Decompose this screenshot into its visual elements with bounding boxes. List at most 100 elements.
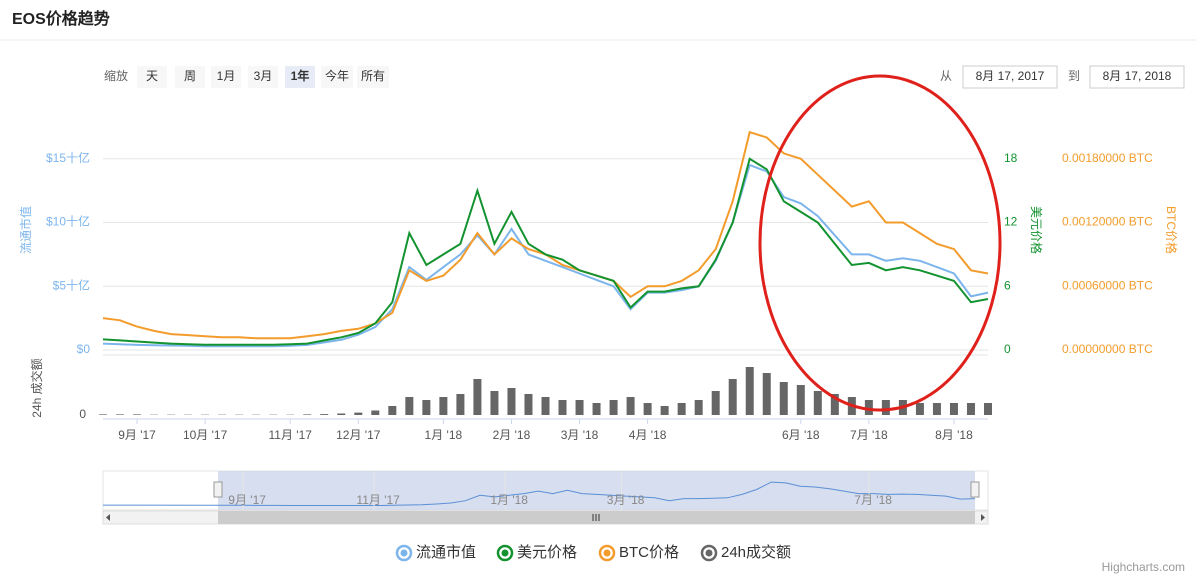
x-tick-label: 8月 '18 — [935, 428, 973, 442]
y-axis-title: 流通市值 — [18, 206, 33, 254]
volume-bar — [626, 397, 635, 415]
y-tick-label: $10十亿 — [46, 214, 90, 229]
volume-bar — [745, 367, 754, 415]
volume-bar — [643, 403, 652, 415]
volume-bar — [575, 400, 584, 415]
from-label: 从 — [940, 69, 952, 83]
legend-dot[interactable] — [400, 549, 408, 557]
y2-tick-label: 18 — [1004, 151, 1018, 165]
x-tick-label: 4月 '18 — [629, 428, 667, 442]
x-tick-label: 12月 '17 — [336, 428, 381, 442]
range-button[interactable] — [357, 66, 389, 88]
volume-bar — [864, 400, 873, 415]
scrollbar-arrow[interactable] — [106, 514, 110, 521]
navigator-label: 11月 '17 — [356, 493, 400, 507]
range-button[interactable] — [175, 66, 205, 88]
range-button[interactable] — [285, 66, 315, 88]
navigator-line — [102, 481, 976, 506]
volume-bar — [694, 400, 703, 415]
volume-bar — [609, 400, 618, 415]
date-input[interactable] — [962, 65, 1058, 89]
navigator-handle[interactable] — [970, 481, 980, 498]
range-button-label[interactable]: 1年 — [291, 68, 310, 83]
range-label: 缩放 — [104, 68, 128, 83]
legend-dot[interactable] — [603, 549, 611, 557]
date-input[interactable] — [1089, 65, 1185, 89]
navigator-mask[interactable] — [218, 471, 975, 510]
range-button[interactable] — [211, 66, 241, 88]
volume-bar — [915, 403, 924, 415]
volume-bar — [405, 397, 414, 415]
to-label: 到 — [1068, 69, 1080, 83]
x-tick-label: 10月 '17 — [183, 428, 228, 442]
volume-bar — [728, 379, 737, 415]
x-tick-label: 1月 '18 — [425, 428, 463, 442]
volume-bar — [473, 379, 482, 415]
x-tick-label: 11月 '17 — [268, 428, 312, 442]
volume-bar — [592, 403, 601, 415]
navigator-label: 1月 '18 — [490, 493, 528, 507]
legend-label[interactable]: 流通市值 — [416, 544, 476, 561]
highlight-ellipse — [758, 74, 1002, 412]
x-tick-label: 9月 '17 — [118, 428, 156, 442]
volume-bar — [422, 400, 431, 415]
volume-bar — [762, 373, 771, 415]
series-line — [102, 130, 989, 340]
volume-bar — [388, 406, 397, 415]
volume-bar — [99, 414, 107, 415]
legend-label[interactable]: 美元价格 — [517, 544, 577, 561]
volume-bar — [456, 394, 465, 415]
legend-dot[interactable] — [705, 549, 713, 557]
range-button[interactable] — [137, 66, 167, 88]
volume-bar — [337, 413, 346, 415]
volume-bar — [133, 414, 142, 415]
volume-bar — [949, 403, 958, 415]
y2-axis-title: 美元价格 — [1029, 206, 1044, 254]
volume-bar — [779, 382, 788, 415]
y2-tick-label: 12 — [1004, 215, 1018, 229]
navigator-label: 3月 '18 — [607, 493, 645, 507]
volume-bar — [524, 394, 533, 415]
to-date[interactable]: 8月 17, 2018 — [1103, 69, 1172, 83]
range-button-label[interactable]: 1月 — [217, 69, 236, 83]
legend-dot[interactable] — [501, 549, 509, 557]
y2-tick-label: 0 — [1004, 342, 1011, 356]
x-tick-label: 7月 '18 — [850, 428, 888, 442]
range-button-label[interactable]: 周 — [184, 69, 196, 83]
volume-bar — [507, 388, 516, 415]
volume-axis-title: 24h 成交额 — [29, 358, 44, 417]
y-tick-label: $5十亿 — [53, 277, 90, 292]
volume-bar — [116, 414, 125, 415]
range-button-label[interactable]: 所有 — [361, 69, 385, 83]
y-tick-label: $0 — [77, 342, 91, 356]
volume-bar — [932, 403, 941, 415]
volume-bar — [439, 397, 448, 415]
volume-bar — [796, 385, 805, 415]
y3-tick-label: 0.00180000 BTC — [1062, 151, 1153, 165]
volume-bar — [660, 406, 669, 415]
range-button[interactable] — [248, 66, 278, 88]
y3-tick-label: 0.00120000 BTC — [1062, 215, 1153, 229]
volume-bar — [966, 403, 975, 415]
legend-label[interactable]: 24h成交额 — [721, 543, 791, 561]
navigator-handle[interactable] — [213, 481, 223, 498]
y2-tick-label: 6 — [1004, 278, 1011, 292]
range-button-label[interactable]: 今年 — [325, 68, 349, 83]
x-tick-label: 6月 '18 — [782, 428, 820, 442]
range-button-label[interactable]: 天 — [146, 69, 158, 83]
navigator-label: 7月 '18 — [854, 493, 892, 507]
series-line — [102, 163, 989, 348]
from-date[interactable]: 8月 17, 2017 — [976, 69, 1045, 83]
scrollbar-arrow[interactable] — [981, 514, 985, 521]
volume-bar — [881, 400, 890, 415]
range-button[interactable] — [321, 66, 353, 88]
volume-bar — [558, 400, 567, 415]
y-tick-label: $15十亿 — [46, 150, 90, 165]
legend-label[interactable]: BTC价格 — [619, 544, 679, 561]
credits[interactable]: Highcharts.com — [1102, 560, 1185, 574]
range-button-label[interactable]: 3月 — [254, 69, 273, 83]
x-tick-label: 3月 '18 — [561, 428, 599, 442]
volume-tick-label: 0 — [79, 407, 86, 421]
y3-tick-label: 0.00000000 BTC — [1062, 342, 1153, 356]
